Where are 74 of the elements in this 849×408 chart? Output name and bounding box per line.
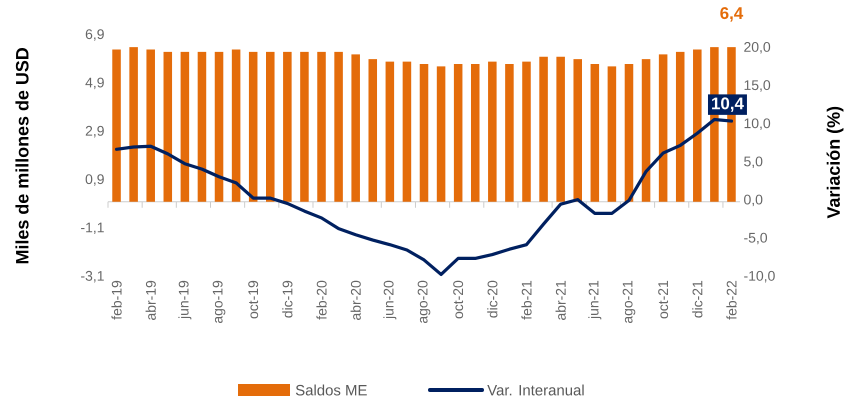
y-axis-title: Miles de millones de USD	[15, 48, 29, 264]
bar	[402, 62, 412, 202]
x-tick-label: dic-21	[692, 280, 702, 318]
y2-tick-label: 15,0	[744, 80, 770, 92]
y2-tick-label: 0,0	[744, 194, 762, 206]
bar	[608, 66, 616, 202]
bar	[300, 52, 309, 202]
bar	[556, 56, 565, 202]
bar	[368, 59, 378, 202]
x-tick-label: jun-21	[588, 280, 602, 320]
bar	[539, 56, 548, 202]
x-tick-label: feb-19	[111, 280, 122, 320]
y-tick-label: 2,9	[86, 126, 104, 138]
bar	[505, 64, 514, 202]
bar	[351, 54, 360, 202]
y2-tick-label: 10,0	[744, 118, 770, 130]
bar	[642, 59, 650, 202]
data-label: 6,4	[720, 7, 744, 22]
bar	[232, 50, 240, 202]
bar	[693, 50, 702, 202]
bar	[470, 64, 480, 202]
y-tick-label: 0,9	[86, 174, 104, 186]
bar	[573, 59, 582, 202]
bar	[248, 52, 258, 202]
x-tick-label: ago-21	[622, 280, 636, 324]
bar	[334, 52, 343, 202]
line-series	[114, 118, 734, 276]
legend-label: Var. Interanual	[487, 384, 584, 396]
bar	[317, 52, 326, 202]
x-tick-label: feb-21	[521, 280, 532, 320]
bar	[129, 47, 138, 202]
bar	[488, 62, 497, 202]
bar	[420, 64, 428, 202]
bar	[386, 62, 394, 202]
bar	[454, 64, 462, 202]
x-tick-label: oct-20	[453, 280, 464, 318]
y2-tick-label: 20,0	[744, 42, 770, 54]
bar	[624, 64, 634, 202]
bar	[146, 50, 155, 202]
x-tick-label: jun-19	[178, 280, 192, 320]
x-tick-label: ago-19	[212, 280, 226, 324]
x-tick-label: abr-19	[146, 280, 156, 320]
bar	[658, 54, 668, 202]
bar	[112, 50, 121, 202]
bar	[283, 52, 292, 202]
x-tick-label: feb-20	[316, 280, 327, 320]
bar	[590, 64, 600, 202]
bar	[522, 62, 531, 202]
bar	[198, 52, 206, 202]
y2-tick-label: -10,0	[744, 270, 775, 282]
x-tick-label: dic-19	[282, 280, 292, 318]
x-tick-label: oct-21	[658, 280, 668, 318]
bar	[214, 52, 224, 202]
y-tick-label: 6,9	[86, 29, 104, 41]
bar	[180, 52, 190, 202]
bar	[164, 52, 172, 202]
y-tick-label: 4,9	[85, 78, 104, 90]
bar	[266, 52, 275, 202]
y-tick-label: -3,1	[81, 270, 104, 282]
bar	[676, 52, 684, 202]
y2-axis-title: Variación (%)	[826, 106, 844, 218]
y2-tick-label: -5,0	[744, 232, 768, 244]
x-tick-label: abr-21	[556, 280, 566, 320]
x-tick-label: feb-22	[726, 280, 737, 320]
data-label: 10,4	[712, 97, 744, 112]
y-tick-label: -1,1	[81, 222, 104, 234]
x-tick-label: abr-20	[350, 280, 361, 320]
x-tick-label: jun-20	[383, 280, 396, 320]
x-tick-label: dic-20	[487, 280, 498, 318]
x-tick-label: ago-20	[418, 280, 430, 324]
bar	[436, 66, 446, 202]
x-tick-label: oct-19	[248, 280, 258, 318]
legend-label: Saldos ME	[296, 384, 367, 396]
y2-tick-label: 5,0	[744, 156, 762, 168]
